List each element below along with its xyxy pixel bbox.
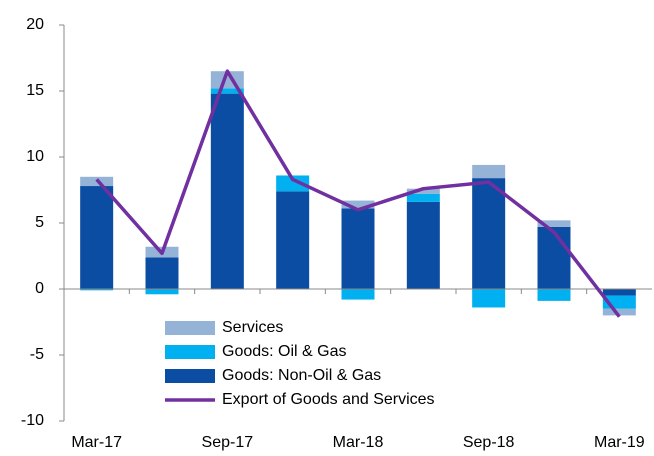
bar — [406, 201, 440, 289]
bar — [276, 191, 310, 289]
bar — [406, 188, 440, 194]
y-tick-label: 15 — [26, 82, 44, 99]
y-tick-label: 20 — [26, 16, 44, 33]
y-tick-label: 10 — [26, 148, 44, 165]
legend-label: Export of Goods and Services — [222, 391, 435, 408]
legend-swatch — [165, 345, 215, 359]
legend-swatch — [165, 321, 215, 335]
x-tick-label: Mar-19 — [594, 434, 645, 451]
bar — [145, 257, 179, 289]
legend-swatch — [165, 369, 215, 383]
bar — [341, 200, 375, 209]
bar — [210, 88, 244, 94]
y-tick-label: 5 — [35, 214, 44, 231]
legend-label: Goods: Oil & Gas — [222, 343, 347, 360]
bar — [602, 289, 636, 296]
legend-label: Goods: Non-Oil & Gas — [222, 367, 381, 384]
y-tick-label: 0 — [35, 280, 44, 297]
bar — [472, 178, 506, 289]
bar — [537, 289, 571, 301]
bar — [602, 308, 636, 316]
bar — [472, 164, 506, 179]
bar — [341, 208, 375, 289]
bar — [80, 186, 114, 289]
legend-label: Services — [222, 319, 283, 336]
x-tick-label: Mar-18 — [333, 434, 384, 451]
bar — [341, 289, 375, 300]
x-tick-label: Sep-17 — [202, 434, 254, 451]
bar — [80, 289, 114, 291]
bar — [276, 175, 310, 192]
bar — [406, 193, 440, 202]
bar — [537, 226, 571, 289]
bar — [145, 289, 179, 295]
y-tick-label: -5 — [30, 346, 44, 363]
bar — [210, 93, 244, 289]
line — [95, 69, 621, 318]
x-tick-label: Mar-17 — [71, 434, 122, 451]
bar — [537, 220, 571, 227]
y-tick-label: -10 — [21, 412, 44, 429]
bar — [472, 289, 506, 308]
x-tick-label: Sep-18 — [463, 434, 515, 451]
